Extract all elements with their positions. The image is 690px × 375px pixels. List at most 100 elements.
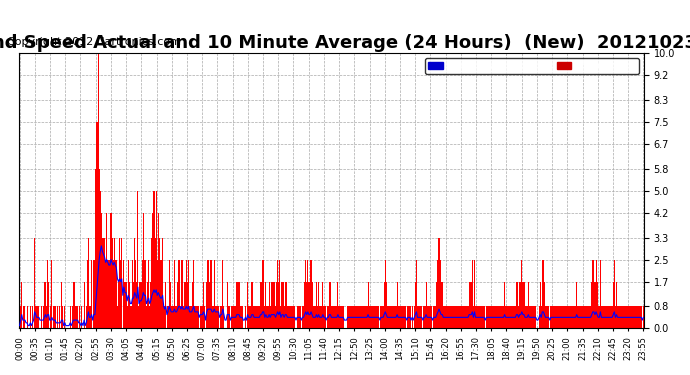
- Bar: [199, 306, 201, 328]
- Bar: [189, 306, 190, 328]
- Bar: [361, 306, 362, 328]
- Bar: [280, 306, 282, 328]
- Bar: [633, 306, 634, 328]
- Bar: [387, 306, 388, 328]
- Bar: [168, 260, 170, 328]
- Bar: [129, 282, 130, 328]
- Bar: [351, 306, 353, 328]
- Bar: [105, 260, 106, 328]
- Bar: [152, 213, 153, 328]
- Bar: [363, 306, 364, 328]
- Bar: [336, 306, 337, 328]
- Bar: [509, 306, 511, 328]
- Bar: [631, 306, 632, 328]
- Bar: [273, 282, 274, 328]
- Bar: [87, 260, 88, 328]
- Bar: [419, 306, 420, 328]
- Bar: [532, 306, 533, 328]
- Bar: [208, 260, 209, 328]
- Bar: [218, 306, 219, 328]
- Bar: [470, 282, 471, 328]
- Bar: [255, 306, 256, 328]
- Bar: [331, 306, 332, 328]
- Bar: [560, 306, 561, 328]
- Bar: [181, 260, 183, 328]
- Bar: [501, 306, 502, 328]
- Bar: [366, 306, 368, 328]
- Bar: [395, 306, 397, 328]
- Bar: [589, 306, 590, 328]
- Bar: [375, 306, 376, 328]
- Bar: [275, 306, 276, 328]
- Bar: [202, 306, 203, 328]
- Bar: [180, 306, 181, 328]
- Bar: [430, 306, 431, 328]
- Bar: [475, 306, 476, 328]
- Bar: [399, 306, 400, 328]
- Bar: [465, 306, 466, 328]
- Bar: [506, 306, 507, 328]
- Bar: [278, 282, 279, 328]
- Bar: [228, 306, 229, 328]
- Bar: [478, 306, 480, 328]
- Bar: [492, 306, 493, 328]
- Bar: [130, 306, 131, 328]
- Bar: [415, 282, 416, 328]
- Bar: [320, 306, 322, 328]
- Bar: [187, 282, 188, 328]
- Bar: [322, 282, 324, 328]
- Bar: [493, 306, 495, 328]
- Bar: [462, 306, 463, 328]
- Bar: [401, 306, 402, 328]
- Bar: [128, 260, 129, 328]
- Bar: [482, 306, 484, 328]
- Bar: [88, 238, 89, 328]
- Bar: [256, 306, 257, 328]
- Bar: [57, 306, 58, 328]
- Bar: [418, 306, 419, 328]
- Bar: [260, 282, 261, 328]
- Bar: [112, 260, 114, 328]
- Bar: [190, 306, 191, 328]
- Bar: [613, 282, 614, 328]
- Bar: [503, 306, 504, 328]
- Bar: [355, 306, 357, 328]
- Bar: [615, 306, 616, 328]
- Bar: [405, 306, 406, 328]
- Bar: [117, 306, 118, 328]
- Bar: [48, 282, 49, 328]
- Bar: [164, 306, 166, 328]
- Bar: [137, 191, 139, 328]
- Bar: [380, 306, 382, 328]
- Bar: [348, 306, 349, 328]
- Bar: [416, 260, 417, 328]
- Bar: [339, 306, 341, 328]
- Bar: [312, 282, 313, 328]
- Bar: [598, 306, 599, 328]
- Bar: [161, 260, 162, 328]
- Bar: [471, 282, 472, 328]
- Bar: [515, 306, 516, 328]
- Bar: [443, 306, 444, 328]
- Bar: [634, 306, 635, 328]
- Bar: [434, 306, 435, 328]
- Bar: [357, 306, 358, 328]
- Bar: [306, 282, 307, 328]
- Bar: [61, 282, 62, 328]
- Bar: [502, 306, 503, 328]
- Bar: [139, 282, 141, 328]
- Bar: [91, 260, 92, 328]
- Bar: [437, 260, 438, 328]
- Bar: [564, 306, 565, 328]
- Bar: [53, 306, 55, 328]
- Bar: [268, 282, 270, 328]
- Bar: [179, 260, 180, 328]
- Bar: [145, 260, 146, 328]
- Bar: [455, 306, 457, 328]
- Bar: [414, 306, 415, 328]
- Bar: [640, 306, 641, 328]
- Bar: [376, 306, 377, 328]
- Bar: [73, 282, 74, 328]
- Bar: [279, 260, 280, 328]
- Bar: [617, 306, 618, 328]
